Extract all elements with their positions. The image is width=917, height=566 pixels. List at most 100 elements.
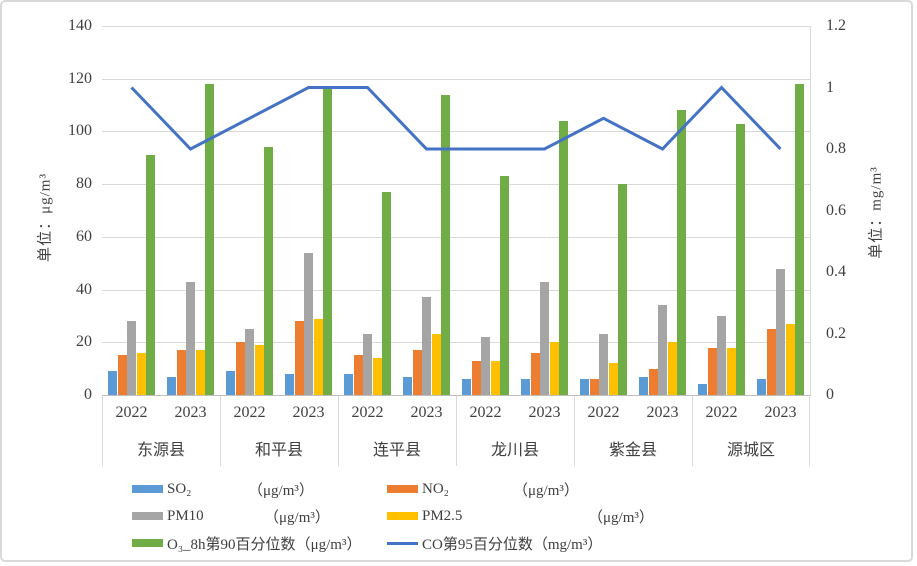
legend-label-pm25: PM2.5 [422,507,463,524]
y-tick-right: 0.2 [826,324,846,342]
bar-so2 [108,371,117,395]
legend-unit-o3-8h-p90: （μg/m³） [295,536,362,553]
bar-no2 [648,368,658,395]
bar-o3-8h-p90 [264,147,273,395]
legend-unit-so2: （μg/m³） [248,482,314,499]
x-tick-region: 连平县 [372,442,421,459]
bar-pm25 [431,334,441,395]
legend: SO₂ （μg/m³） NO₂ （μg/m³） PM10 （μg/m³） PM2.5 （μg/… [2,474,911,560]
y-tick-left: 20 [76,333,92,351]
x-axis-divider [692,396,693,466]
bar-pm10 [540,281,549,395]
gridline [102,26,810,27]
legend-item-co-p95: CO第95百分位数 （mg/m³） [387,532,602,554]
x-tick-region: 东源县 [136,442,185,459]
bar-pm25 [667,342,677,395]
x-tick-year: 2022 [469,404,502,421]
bar-pm10 [658,305,667,395]
legend-unit-no2: （μg/m³） [513,482,579,499]
bar-o3-8h-p90 [677,110,686,395]
legend-unit-pm10: （μg/m³） [264,509,330,526]
bar-o3-8h-p90 [323,86,332,395]
bar-pm25 [726,347,736,395]
y-tick-left: 80 [76,175,92,193]
bar-o3-8h-p90 [441,94,450,395]
bar-no2 [176,350,186,395]
bar-so2 [757,379,766,395]
bar-pm25 [195,350,205,395]
plot-area [102,26,811,396]
legend-item-no2: NO₂ （μg/m³） [387,478,579,500]
bar-no2 [235,342,245,395]
legend-label-so2: SO₂ [167,480,192,497]
gridline [102,236,810,238]
bar-pm10 [717,315,726,395]
legend-item-o3-8h-p90: O₃_8h第90百分位数 （μg/m³） [132,532,361,554]
legend-unit-pm25: （μg/m³） [588,509,654,526]
y-tick-left: 60 [76,227,92,245]
bar-pm10 [127,321,136,395]
bar-no2 [707,347,717,395]
bar-so2 [344,373,353,395]
legend-swatch-o3-8h-p90 [132,539,163,547]
gridline [102,184,810,186]
bar-so2 [639,376,648,395]
legend-swatch-pm25 [387,512,418,520]
bar-o3-8h-p90 [736,123,745,395]
x-tick-year: 2023 [528,404,561,421]
bar-so2 [580,379,589,395]
x-axis-divider [456,396,457,466]
x-axis-divider [574,396,575,466]
bar-so2 [462,379,471,395]
legend-unit-co-p95: （mg/m³） [532,536,603,553]
right-axis-title: 单位：mg/m³ [868,166,885,259]
bar-pm10 [363,334,372,395]
bar-pm10 [481,337,490,395]
bar-so2 [226,371,235,395]
x-tick-year: 2022 [705,404,738,421]
x-axis-divider [338,396,339,466]
x-tick-year: 2023 [174,404,207,421]
bar-o3-8h-p90 [382,192,391,395]
y-tick-left: 120 [68,69,92,87]
bar-no2 [353,355,363,395]
bar-pm10 [186,281,195,395]
y-tick-left: 140 [68,17,92,34]
x-axis-divider [809,396,810,466]
y-tick-left: 100 [68,122,92,140]
y-tick-left: 0 [84,386,92,403]
bar-no2 [766,329,776,395]
x-tick-region: 和平县 [254,442,303,459]
legend-label-co-p95: CO第95百分位数 [422,536,533,553]
y-tick-right: 0.4 [826,263,846,280]
legend-label-pm10: PM10 [167,507,204,524]
bar-so2 [167,376,176,395]
bar-no2 [589,379,599,395]
legend-swatch-pm10 [132,512,163,520]
legend-label-o3-8h-p90: O₃_8h第90百分位数 [167,536,296,553]
bar-so2 [285,373,294,395]
gridline [102,342,810,344]
line-co-p95 [130,85,782,151]
y-tick-right: 1.2 [826,17,846,34]
bar-o3-8h-p90 [205,84,214,395]
bar-pm10 [776,268,785,395]
y-tick-right: 0 [826,386,834,403]
legend-label-no2: NO₂ [422,480,449,497]
x-tick-year: 2023 [764,404,797,421]
x-tick-year: 2022 [233,404,266,421]
bar-no2 [294,321,304,395]
bar-pm25 [549,342,559,395]
legend-swatch-no2 [387,485,418,493]
bar-no2 [412,350,422,395]
legend-item-pm10: PM10 （μg/m³） [132,505,330,527]
x-axis-divider [102,396,103,466]
line-path-co-p95 [130,85,782,151]
x-tick-year: 2023 [646,404,679,421]
bar-pm25 [372,358,382,395]
bar-o3-8h-p90 [146,155,155,395]
bar-so2 [521,379,530,395]
bar-pm10 [304,252,313,395]
x-tick-year: 2022 [351,404,384,421]
